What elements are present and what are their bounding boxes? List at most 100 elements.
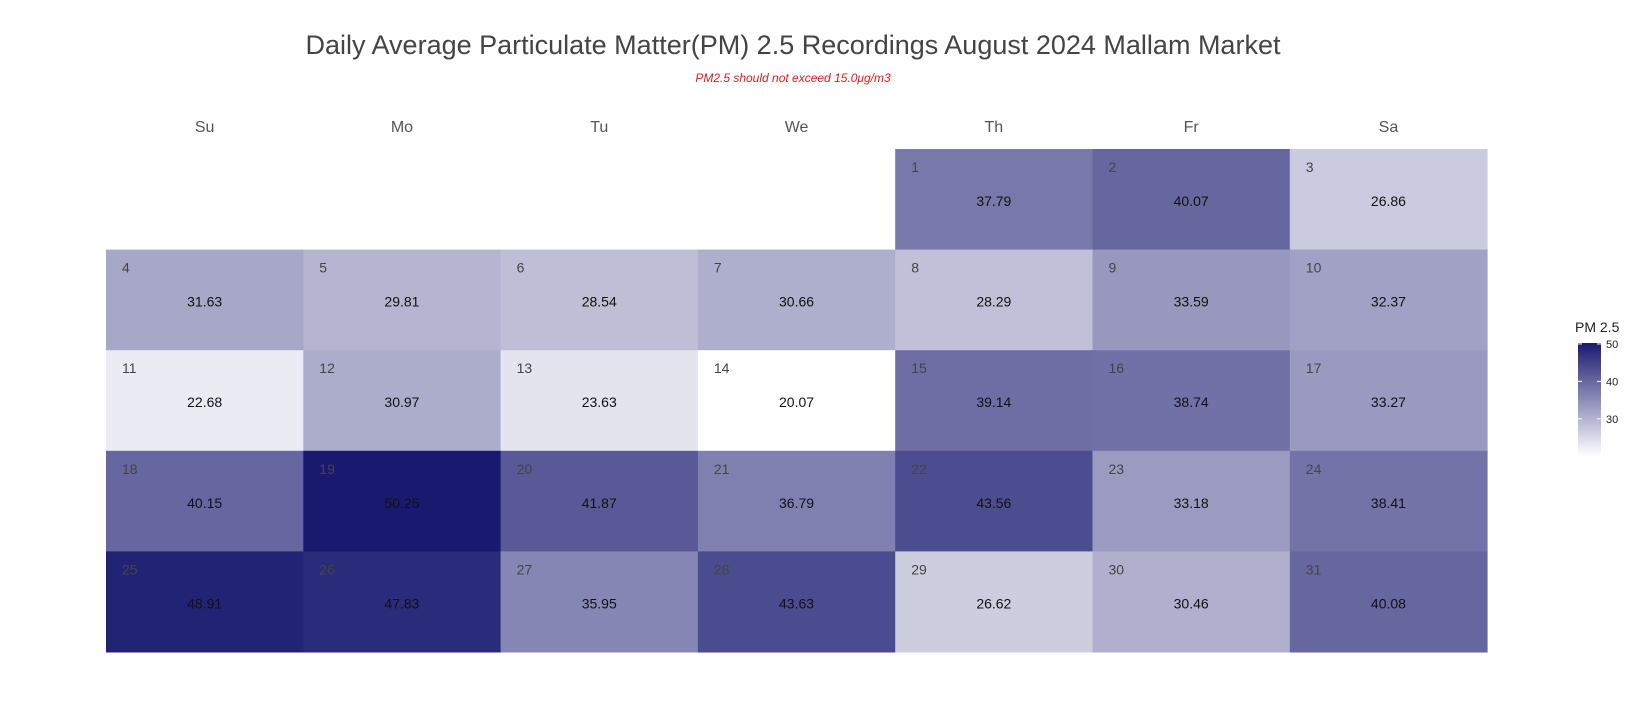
heatmap-cell [106,350,304,452]
day-number: 3 [1306,159,1314,175]
calendar-day-cell: 137.79 [895,149,1093,251]
legend-ticks: 30 40 50 [1578,339,1618,426]
weekday-label: Sa [1379,119,1399,136]
day-number: 30 [1109,561,1125,577]
heatmap-cell [697,551,896,653]
heatmap-cell [1092,350,1291,452]
day-number: 9 [1109,260,1117,276]
day-number: 24 [1306,461,1322,477]
legend-tick-label: 40 [1606,376,1618,388]
day-number: 18 [122,461,138,477]
calendar-day-cell: 31 40.08 [1289,551,1488,653]
day-number: 11 [122,360,137,376]
legend-tick-label: 30 [1606,414,1618,426]
day-value-label: 50.25 [384,495,419,511]
day-value-label: 33.27 [1371,394,1406,410]
day-value-label: 33.59 [1174,294,1209,310]
heatmap-cell [895,249,1093,351]
calendar-day-cell: 29 26.62 [895,551,1093,653]
weekday-label: Mo [391,119,413,136]
day-number: 28 [714,561,730,577]
calendar-day-cell: 20 41.87 [500,450,699,552]
day-number: 17 [1306,360,1322,376]
calendar-day-cell: 11 22.68 [106,350,304,452]
day-value-label: 26.86 [1371,193,1406,209]
day-value-label: 40.15 [187,495,222,511]
calendar-day-cell: 28 43.63 [697,551,896,653]
weekday-headers: Su Mo Tu We Th Fr Sa [195,119,1398,136]
calendar-day-cell: 730.66 [697,249,896,351]
day-value-label: 33.18 [1174,495,1209,511]
heatmap-cell [895,551,1093,653]
day-value-label: 31.63 [187,294,222,310]
day-value-label: 26.62 [976,595,1011,611]
chart-subtitle: PM2.5 should not exceed 15.0μg/m3 [695,71,891,85]
weekday-label: We [785,119,809,136]
day-number: 31 [1306,561,1322,577]
heatmap-cell [500,450,699,552]
heatmap-cell [1289,350,1488,452]
day-value-label: 32.37 [1371,294,1406,310]
calendar-day-cell: 529.81 [303,249,502,351]
day-value-label: 30.97 [384,394,419,410]
day-number: 13 [517,360,533,376]
day-number: 20 [517,461,533,477]
calendar-day-cell: 21 36.79 [697,450,896,552]
heatmap-cell [697,249,896,351]
heatmap-cell [303,450,502,552]
day-value-label: 28.54 [582,294,617,310]
calendar-day-cell: 18 40.15 [106,450,304,552]
calendar-day-cell: 16 38.74 [1092,350,1291,452]
calendar-day-cell: 240.07 [1092,149,1291,251]
day-value-label: 37.79 [976,193,1011,209]
day-number: 26 [319,561,335,577]
chart-title: Daily Average Particulate Matter(PM) 2.5… [305,30,1281,60]
calendar-day-cell: 933.59 [1092,249,1291,351]
legend-colorbar [1578,343,1601,456]
heatmap-cell [1289,249,1488,351]
day-value-label: 48.91 [187,595,222,611]
heatmap-cell [106,249,304,351]
heatmap-cell [1092,149,1291,251]
weekday-label: Fr [1184,119,1200,136]
weekday-label: Tu [590,119,608,136]
weekday-label: Su [195,119,215,136]
day-value-label: 43.63 [779,595,814,611]
heatmap-cell [500,249,699,351]
day-number: 21 [714,461,730,477]
heatmap-cell [1092,551,1291,653]
legend-tick-label: 50 [1606,339,1618,351]
calendar-cells: 137.79240.07326.86431.63529.81628.54730.… [106,149,1488,653]
calendar-day-cell: 15 39.14 [895,350,1093,452]
day-value-label: 41.87 [582,495,617,511]
legend-title: PM 2.5 [1575,319,1620,335]
calendar-day-cell: 10 32.37 [1289,249,1488,351]
day-number: 16 [1109,360,1125,376]
heatmap-cell [697,450,896,552]
weekday-label: Th [985,119,1004,136]
calendar-day-cell: 24 38.41 [1289,450,1488,552]
day-number: 23 [1109,461,1125,477]
day-value-label: 22.68 [187,394,222,410]
day-value-label: 30.66 [779,294,814,310]
heatmap-cell [500,551,699,653]
day-number: 12 [319,360,335,376]
calendar-day-cell: 12 30.97 [303,350,502,452]
heatmap-cell [1289,450,1488,552]
day-value-label: 20.07 [779,394,814,410]
day-value-label: 28.29 [976,294,1011,310]
day-number: 27 [517,561,533,577]
day-number: 25 [122,561,138,577]
heatmap-cell [500,350,699,452]
heatmap-cell [697,350,896,452]
calendar-day-cell: 19 50.25 [303,450,502,552]
day-number: 15 [911,360,927,376]
calendar-day-cell: 326.86 [1289,149,1488,251]
heatmap-cell [106,551,304,653]
day-number: 1 [911,159,919,175]
calendar-day-cell: 26 47.83 [303,551,502,653]
heatmap-cell [303,350,502,452]
day-value-label: 40.08 [1371,595,1406,611]
day-value-label: 30.46 [1174,595,1209,611]
